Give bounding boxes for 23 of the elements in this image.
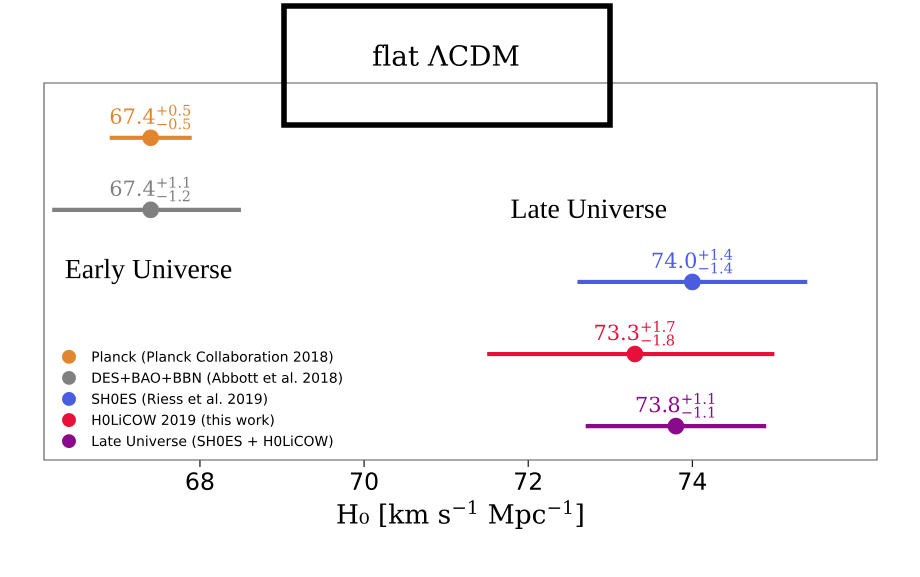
data-label: 67.4$^{+0.5}$$_{−0.5}$	[110, 104, 190, 130]
legend-label: Late Universe (SH0ES + H0LiCOW)	[92, 435, 332, 448]
x-tick-label: 68	[186, 472, 214, 490]
point	[142, 129, 160, 146]
x-tick-label: 74	[679, 472, 706, 490]
annotation: Early Universe	[66, 258, 232, 284]
x-tick-label: 70	[350, 472, 378, 490]
legend-label: Planck (Planck Collaboration 2018)	[92, 351, 332, 364]
point	[684, 274, 701, 290]
x-axis-title: H₀ [km s$^{−1}$ Mpc$^{−1}$]	[337, 500, 583, 529]
data-label: 67.4$^{+1.1}$$_{−1.2}$	[110, 176, 190, 202]
legend-label: SH0ES (Riess et al. 2019)	[92, 393, 267, 406]
data-label: 73.8$^{+1.1}$$_{−1.1}$	[636, 392, 714, 418]
data-label: 73.3$^{+1.7}$$_{−1.8}$	[595, 320, 674, 346]
annotation: Late Universe	[511, 199, 666, 218]
data-label: 74.0$^{+1.4}$$_{−1.4}$	[652, 248, 732, 274]
point	[626, 346, 644, 362]
point	[142, 202, 160, 218]
point	[668, 418, 684, 434]
legend-label: DES+BAO+BBN (Abbott et al. 2018)	[92, 372, 342, 385]
chart-title: flat ΛCDM	[373, 44, 518, 66]
legend-label: H0LiCOW 2019 (this work)	[92, 414, 274, 427]
x-tick-label: 72	[515, 472, 541, 490]
